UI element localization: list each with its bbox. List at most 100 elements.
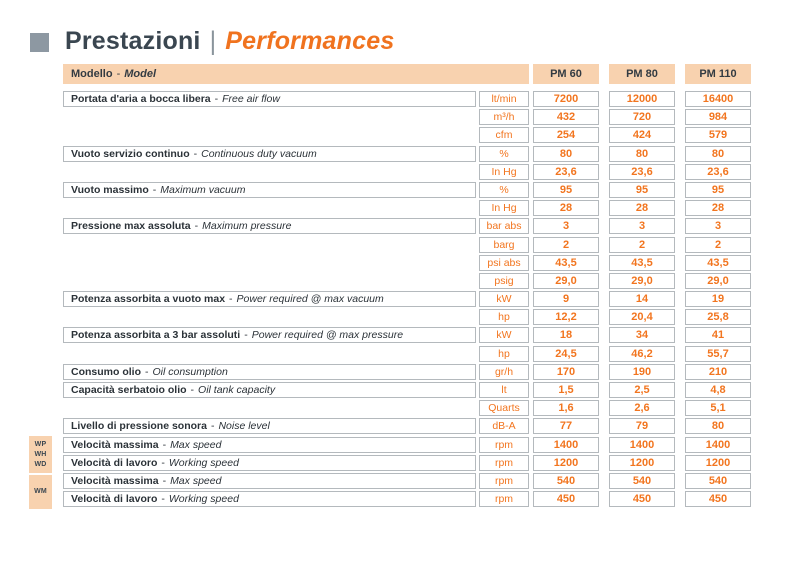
spec-row: Pressione max assoluta - Maximum pressur… <box>63 218 751 235</box>
value-cell-pm60: 18 <box>533 327 599 344</box>
spec-label-italian: Pressione max assoluta <box>71 220 191 233</box>
unit-cell: In Hg <box>479 200 529 217</box>
spec-row: - hp 12,2 20,4 25,8 <box>63 309 751 326</box>
unit-cell: kW <box>479 327 529 344</box>
value-cell-pm110: 1400 <box>685 436 751 453</box>
spec-row: Velocità massima - Max speed rpm 540 540… <box>63 472 751 489</box>
value-cell-pm110: 5,1 <box>685 400 751 417</box>
value-cell-pm110: 28 <box>685 200 751 217</box>
spec-label-english: Oil consumption <box>152 365 228 378</box>
spec-label-italian: Consumo olio <box>71 365 141 378</box>
value-cell-pm80: 12000 <box>609 91 675 107</box>
value-cell-pm60: 80 <box>533 145 599 162</box>
column-header-pm80: PM 80 <box>609 64 675 84</box>
spec-row-label: Potenza assorbita a 3 bar assoluti - Pow… <box>63 327 476 344</box>
value-cell-pm80: 2,6 <box>609 400 675 417</box>
unit-cell: lt/min <box>479 91 529 107</box>
unit-cell: dB-A <box>479 418 529 435</box>
spec-label-english: Power required @ max vacuum <box>236 293 384 306</box>
value-cell-pm110: 450 <box>685 491 751 508</box>
value-cell-pm110: 29,0 <box>685 272 751 289</box>
value-cell-pm80: 23,6 <box>609 163 675 180</box>
spec-label-dash: - <box>214 93 219 105</box>
unit-cell: psig <box>479 272 529 289</box>
value-cell-pm110: 4,8 <box>685 382 751 398</box>
spec-row-label: Consumo olio - Oil consumption <box>63 363 476 380</box>
spec-row-label: Potenza assorbita a vuoto max - Power re… <box>63 291 476 308</box>
table-header-row: Modello - Model PM 60 PM 80 PM 110 <box>63 64 751 84</box>
value-cell-pm110: 43,5 <box>685 254 751 271</box>
column-header-pm60: PM 60 <box>533 64 599 84</box>
spec-label-dash: - <box>193 147 198 160</box>
spec-row: Potenza assorbita a 3 bar assoluti - Pow… <box>63 327 751 344</box>
value-cell-pm80: 28 <box>609 200 675 217</box>
value-cell-pm60: 254 <box>533 127 599 144</box>
spec-label-italian: Potenza assorbita a 3 bar assoluti <box>71 329 241 342</box>
unit-cell: kW <box>479 291 529 308</box>
value-cell-pm80: 79 <box>609 418 675 435</box>
value-cell-pm60: 77 <box>533 418 599 435</box>
value-cell-pm80: 720 <box>609 109 675 126</box>
spec-row: - In Hg 23,6 23,6 23,6 <box>63 163 751 180</box>
spec-row: Capacità serbatoio olio - Oil tank capac… <box>63 382 751 398</box>
spec-label-italian: Capacità serbatoio olio <box>71 384 187 396</box>
value-cell-pm60: 1,6 <box>533 400 599 417</box>
value-cell-pm110: 210 <box>685 363 751 380</box>
series-label: WM <box>34 488 47 495</box>
spec-label-italian: Potenza assorbita a vuoto max <box>71 293 226 306</box>
spec-label-english: Max speed <box>170 438 222 451</box>
value-cell-pm80: 29,0 <box>609 272 675 289</box>
spec-row-label: Pressione max assoluta - Maximum pressur… <box>63 218 476 235</box>
spec-row-label: Portata d'aria a bocca libera - Free air… <box>63 91 476 107</box>
value-cell-pm110: 95 <box>685 181 751 198</box>
table-rows: Portata d'aria a bocca libera - Free air… <box>63 91 751 508</box>
value-cell-pm60: 540 <box>533 472 599 489</box>
value-cell-pm80: 3 <box>609 218 675 235</box>
value-cell-pm80: 450 <box>609 491 675 508</box>
column-header-pm110: PM 110 <box>685 64 751 84</box>
value-cell-pm80: 1200 <box>609 454 675 471</box>
value-cell-pm80: 43,5 <box>609 254 675 271</box>
spec-label-dash: - <box>161 456 165 469</box>
value-cell-pm110: 80 <box>685 418 751 435</box>
spec-row: Velocità di lavoro - Working speed rpm 4… <box>63 491 751 508</box>
value-cell-pm110: 540 <box>685 472 751 489</box>
spec-label-english: Noise level <box>218 420 270 433</box>
model-header-dash: - <box>116 68 121 80</box>
page-title: Prestazioni | Performances <box>65 22 394 60</box>
spec-label-italian: Livello di pressione sonora <box>71 420 207 433</box>
spec-label-english: Continuous duty vacuum <box>201 147 317 160</box>
spec-label-english: Maximum pressure <box>202 220 292 233</box>
spec-label-italian: Vuoto servizio continuo <box>71 147 190 160</box>
value-cell-pm110: 16400 <box>685 91 751 107</box>
value-cell-pm110: 41 <box>685 327 751 344</box>
spec-row-label: Capacità serbatoio olio - Oil tank capac… <box>63 382 476 398</box>
spec-label-dash: - <box>161 493 165 506</box>
spec-label-english: Working speed <box>168 456 239 469</box>
unit-cell: Quarts <box>479 400 529 417</box>
model-header-bar: Modello - Model <box>63 64 529 84</box>
value-cell-pm60: 7200 <box>533 91 599 107</box>
spec-label-italian: Velocità massima <box>71 474 159 487</box>
performance-table: Modello - Model PM 60 PM 80 PM 110 Porta… <box>63 64 751 509</box>
spec-row: Vuoto massimo - Maximum vacuum % 95 95 9… <box>63 181 751 198</box>
value-cell-pm60: 28 <box>533 200 599 217</box>
spec-label-dash: - <box>210 420 215 433</box>
unit-cell: bar abs <box>479 218 529 235</box>
spec-row: - psi abs 43,5 43,5 43,5 <box>63 254 751 271</box>
unit-cell: rpm <box>479 491 529 508</box>
spec-row: - Quarts 1,6 2,6 5,1 <box>63 400 751 417</box>
unit-cell: rpm <box>479 454 529 471</box>
spec-row-label: Vuoto massimo - Maximum vacuum <box>63 181 476 198</box>
value-cell-pm110: 1200 <box>685 454 751 471</box>
page-title-english: Performances <box>225 26 395 55</box>
spec-label-dash: - <box>194 220 199 233</box>
spec-label-english: Maximum vacuum <box>160 183 246 196</box>
unit-cell: m³/h <box>479 109 529 126</box>
spec-label-dash: - <box>229 293 233 306</box>
unit-cell: barg <box>479 236 529 253</box>
unit-cell: gr/h <box>479 363 529 380</box>
spec-row: Velocità massima - Max speed rpm 1400 14… <box>63 436 751 453</box>
value-cell-pm60: 1,5 <box>533 382 599 398</box>
